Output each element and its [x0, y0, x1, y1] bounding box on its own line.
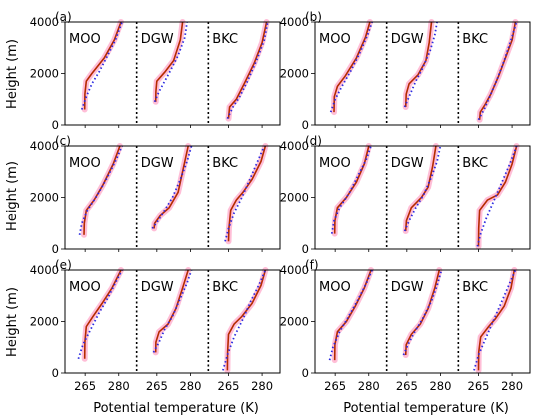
y-tick-label: 0: [52, 242, 59, 256]
y-tick-label: 2000: [280, 315, 309, 329]
model-profile-dgw: [153, 145, 189, 229]
model-profile-bkc: [227, 21, 268, 119]
panel-e: MOO DGW BKC (e) 0 2000 4000 265 280 265 280 265 280: [30, 258, 281, 393]
panel-label: (b): [305, 10, 322, 24]
section-label-dgw: DGW: [141, 280, 174, 295]
observed-profile-dgw: [403, 21, 438, 108]
panel-label: (f): [305, 258, 319, 272]
observed-profile-dgw: [151, 145, 193, 229]
y-tick-label: 4000: [280, 263, 309, 277]
panel-b: MOO DGW BKC (b) 0 2000 4000: [280, 10, 531, 132]
observed-profile-bkc: [224, 145, 266, 242]
y-tick-label: 0: [302, 242, 309, 256]
panel-grid: MOO DGW BKC (a) 0 2000 4000 MOO DGW BKC (b) 0 2000 40…: [30, 10, 531, 393]
section-label-bkc: BKC: [212, 32, 238, 47]
panel-label: (c): [55, 134, 71, 148]
y-tick-label: 0: [302, 366, 309, 380]
x-tick-label: 265: [146, 379, 168, 393]
x-tick-label: 280: [429, 379, 451, 393]
y-tick-label: 2000: [30, 315, 59, 329]
panel-f: MOO DGW BKC (f) 0 2000 4000 265 280 265 280 265 280: [280, 258, 531, 393]
y-tick-label: 4000: [30, 263, 59, 277]
section-label-bkc: BKC: [462, 32, 488, 47]
section-label-moo: MOO: [319, 156, 351, 171]
x-tick-label: 265: [396, 379, 418, 393]
model-profile-dgw: [404, 21, 433, 108]
panel-label: (d): [305, 134, 322, 148]
y-axis-label-row-3: Height (m): [5, 287, 20, 357]
x-axis-label-left: Potential temperature (K): [93, 401, 259, 416]
observed-profile-moo: [328, 269, 373, 361]
model-profile-dgw: [154, 269, 189, 353]
x-tick-label: 280: [251, 379, 273, 393]
observed-profile-bkc: [477, 21, 518, 121]
section-label-moo: MOO: [69, 156, 101, 171]
section-label-bkc: BKC: [212, 280, 238, 295]
section-label-bkc: BKC: [462, 156, 488, 171]
x-tick-label: 265: [218, 379, 240, 393]
model-profile-bkc: [227, 145, 267, 242]
panel-a: MOO DGW BKC (a) 0 2000 4000: [30, 10, 281, 132]
observed-profile-moo: [77, 269, 123, 360]
panel-c: MOO DGW BKC (c) 0 2000 4000: [30, 134, 281, 256]
model-profile-dgw: [154, 21, 184, 102]
section-label-dgw: DGW: [391, 280, 424, 295]
section-label-moo: MOO: [319, 280, 351, 295]
y-tick-label: 4000: [280, 139, 309, 153]
x-tick-label: 265: [74, 379, 96, 393]
section-label-dgw: DGW: [391, 156, 424, 171]
y-axis-label-row-1: Height (m): [5, 39, 20, 109]
section-label-moo: MOO: [69, 280, 101, 295]
section-label-dgw: DGW: [141, 32, 174, 47]
observed-profile-bkc: [476, 145, 518, 247]
panel-d: MOO DGW BKC (d) 0 2000 4000: [280, 134, 531, 256]
y-tick-label: 4000: [30, 139, 59, 153]
x-axis-label-right: Potential temperature (K): [343, 401, 509, 416]
section-label-bkc: BKC: [462, 280, 488, 295]
section-label-bkc: BKC: [212, 156, 238, 171]
y-tick-label: 2000: [280, 191, 309, 205]
section-label-moo: MOO: [319, 32, 351, 47]
panel-label: (e): [55, 258, 72, 272]
y-tick-label: 2000: [30, 191, 59, 205]
x-tick-label: 280: [108, 379, 130, 393]
section-label-dgw: DGW: [391, 32, 424, 47]
x-tick-label: 265: [324, 379, 346, 393]
panel-label: (a): [55, 10, 72, 24]
model-profile-moo: [333, 21, 371, 113]
observed-profile-moo: [80, 21, 123, 110]
x-tick-label: 280: [179, 379, 201, 393]
model-profile-bkc: [226, 269, 267, 371]
y-tick-label: 0: [302, 118, 309, 132]
y-tick-label: 0: [52, 118, 59, 132]
model-profile-bkc: [477, 145, 518, 247]
model-profile-bkc: [477, 269, 516, 371]
model-profile-dgw: [404, 269, 441, 356]
x-tick-label: 280: [501, 379, 523, 393]
observed-profile-moo: [330, 145, 372, 234]
x-tick-label: 280: [358, 379, 380, 393]
observed-profile-moo: [329, 21, 373, 113]
x-tick-label: 265: [468, 379, 490, 393]
y-tick-label: 2000: [280, 67, 309, 81]
model-profile-moo: [83, 21, 122, 110]
y-tick-label: 4000: [280, 15, 309, 29]
observed-profile-bkc: [226, 21, 269, 119]
section-label-dgw: DGW: [141, 156, 174, 171]
y-tick-label: 2000: [30, 67, 59, 81]
y-tick-label: 4000: [30, 15, 59, 29]
observed-profile-dgw: [153, 21, 188, 103]
y-tick-label: 0: [52, 366, 59, 380]
y-axis-label-row-2: Height (m): [5, 161, 20, 231]
section-label-moo: MOO: [69, 32, 101, 47]
